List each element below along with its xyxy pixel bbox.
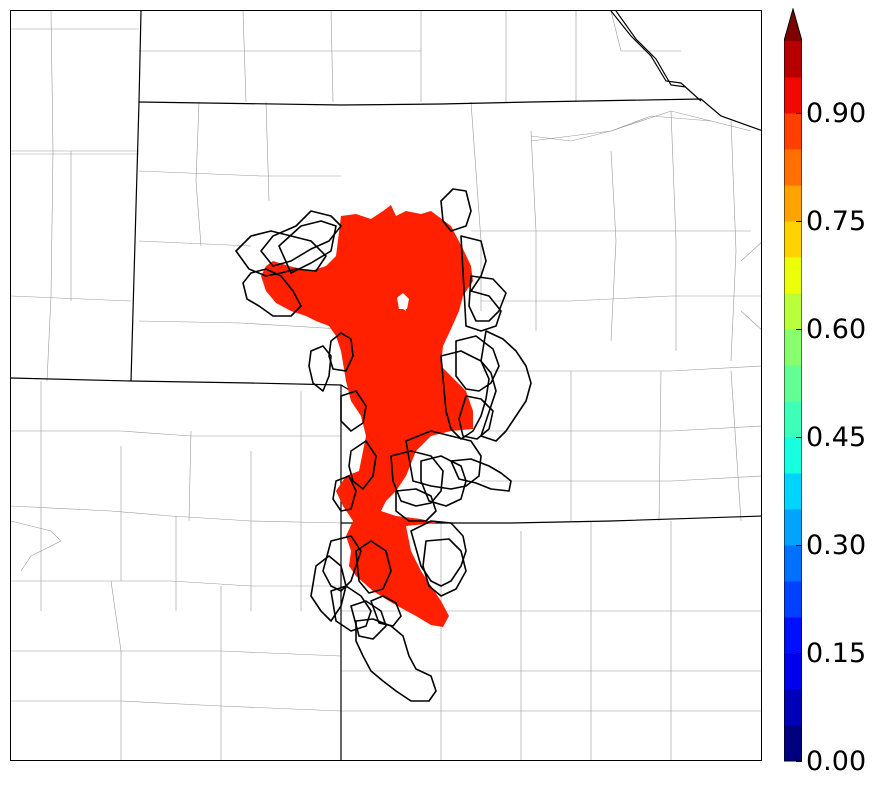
- colorbar-level-8: [784, 437, 802, 474]
- colorbar-tick-mark: [796, 761, 802, 762]
- colorbar-tick-label: 0.30: [806, 530, 867, 561]
- colorbar-tick-label: 0.60: [806, 314, 867, 345]
- colorbar-level-14: [784, 221, 802, 258]
- colorbar-tick-mark: [796, 221, 802, 222]
- colorbar-tick-mark: [796, 437, 802, 438]
- colorbar-tick-mark: [796, 545, 802, 546]
- colorbar-level-12: [784, 293, 802, 330]
- colorbar-level-11: [784, 329, 802, 366]
- colorbar-tick-label: 0.75: [806, 206, 867, 237]
- colorbar-tick-label: 0.45: [806, 422, 867, 453]
- colorbar-tick-mark: [796, 653, 802, 654]
- colorbar-level-2: [784, 653, 802, 690]
- colorbar-tick-label: 0.90: [806, 98, 867, 129]
- colorbar-level-13: [784, 257, 802, 294]
- county-boundaries: [11, 11, 761, 760]
- colorbar-level-18: [784, 77, 802, 114]
- map-panel: [10, 10, 762, 761]
- colorbar-level-6: [784, 509, 802, 546]
- colorbar-level-17: [784, 113, 802, 150]
- colorbar-tick-label: 0.15: [806, 638, 867, 669]
- ensemble-contours: [235, 188, 532, 702]
- colorbar-tick-mark: [796, 113, 802, 114]
- colorbar-level-5: [784, 545, 802, 582]
- colorbar-tick-label: 0.00: [806, 746, 867, 777]
- colorbar-extend-max: [784, 9, 802, 41]
- colorbar-level-3: [784, 617, 802, 654]
- colorbar-level-15: [784, 185, 802, 222]
- colorbar-level-9: [784, 401, 802, 438]
- map-canvas: [11, 11, 761, 760]
- colorbar-level-4: [784, 581, 802, 618]
- colorbar-level-7: [784, 473, 802, 510]
- colorbar-level-19: [784, 41, 802, 78]
- colorbar-level-10: [784, 365, 802, 402]
- colorbar-level-1: [784, 689, 802, 726]
- colorbar-level-16: [784, 149, 802, 186]
- colorbar-tick-mark: [796, 329, 802, 330]
- probability-fill-hole: [397, 293, 409, 309]
- colorbar-level-0: [784, 725, 802, 762]
- colorbar: [784, 8, 802, 762]
